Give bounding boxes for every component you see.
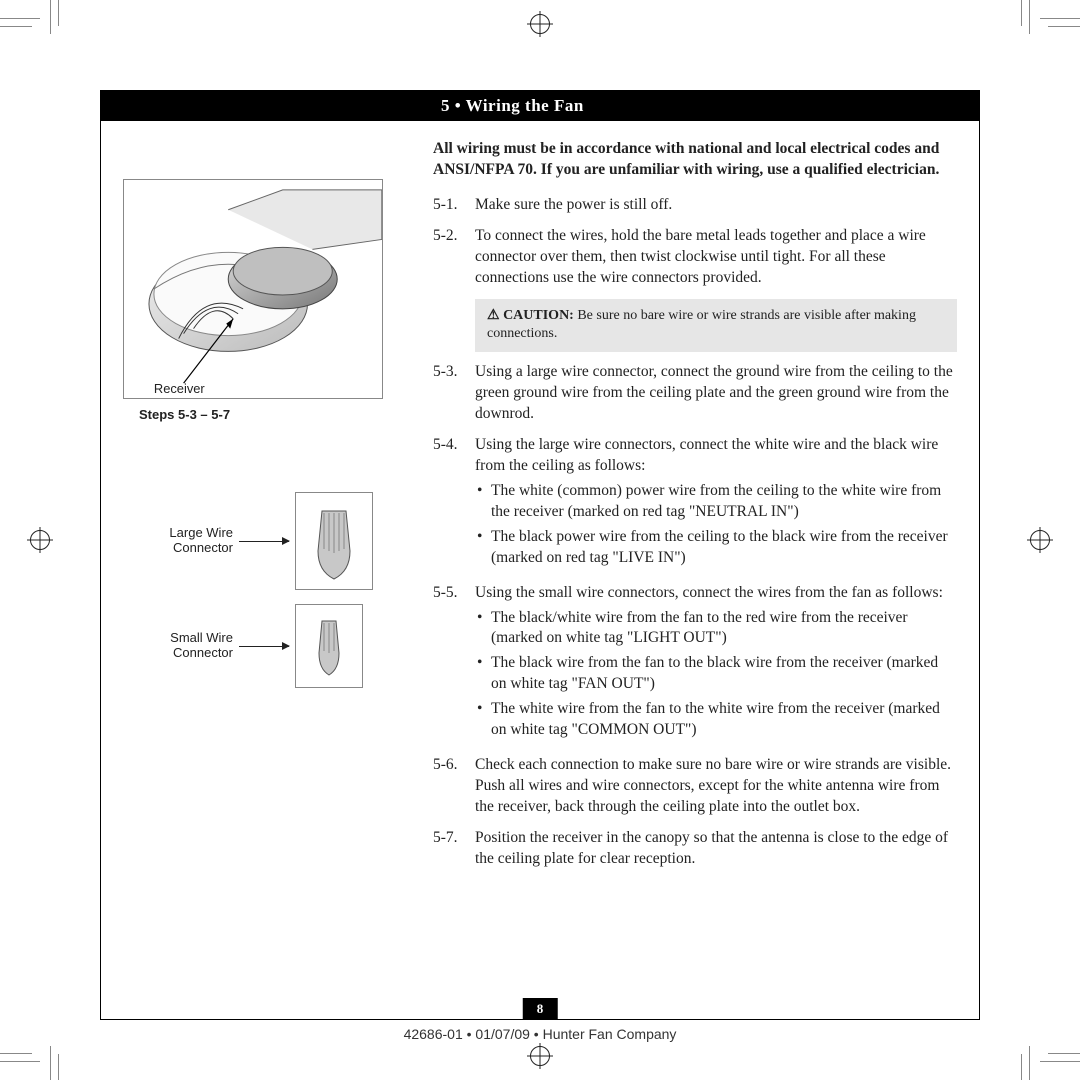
registration-mark-icon [530,1046,550,1066]
step-text: Make sure the power is still off. [475,195,957,216]
crop-mark [1029,1046,1030,1080]
crop-mark [0,26,32,27]
crop-mark [58,0,59,26]
bullet: The black wire from the fan to the black… [475,653,957,695]
intro-text: All wiring must be in accordance with na… [433,139,957,181]
step-text: Using a large wire connector, connect th… [475,362,957,425]
large-connector-label: Large Wire Connector [123,526,233,556]
step-5-5: 5-5. Using the small wire connectors, co… [433,583,957,745]
crop-mark [1040,1061,1080,1062]
content-area: Receiver Steps 5-3 – 5-7 Large Wire Conn… [101,121,979,1019]
step-text: Check each connection to make sure no ba… [475,755,957,818]
crop-mark [50,1046,51,1080]
crop-mark [1021,0,1022,26]
bullet: The white (common) power wire from the c… [475,481,957,523]
crop-mark [1021,1054,1022,1080]
small-connector-icon [295,604,363,688]
sub-bullets: The white (common) power wire from the c… [475,481,957,569]
step-text: To connect the wires, hold the bare meta… [475,226,957,289]
step-number: 5-7. [433,828,475,870]
step-number: 5-4. [433,435,475,573]
page-number: 8 [523,998,558,1020]
crop-mark [50,0,51,34]
arrow-icon [239,646,289,647]
footer-text: 42686-01 • 01/07/09 • Hunter Fan Company [0,1026,1080,1042]
small-connector-label: Small Wire Connector [123,631,233,661]
crop-mark [0,18,40,19]
arrow-icon [239,541,289,542]
section-title: 5 • Wiring the Fan [441,96,584,116]
registration-mark-icon [530,14,550,34]
bullet: The black/white wire from the fan to the… [475,608,957,650]
step-number: 5-1. [433,195,475,216]
bullet: The white wire from the fan to the white… [475,699,957,741]
receiver-diagram-icon: Receiver [124,180,382,398]
registration-mark-icon [30,530,50,550]
step-number: 5-3. [433,362,475,425]
step-5-1: 5-1. Make sure the power is still off. [433,195,957,216]
step-5-4: 5-4. Using the large wire connectors, co… [433,435,957,573]
caution-callout: ⚠ CAUTION: Be sure no bare wire or wire … [475,299,957,353]
large-connector-row: Large Wire Connector [123,492,423,590]
crop-mark [1040,18,1080,19]
large-connector-icon [295,492,373,590]
warning-icon: ⚠ [487,308,500,323]
crop-mark [1048,1053,1080,1054]
figure-connectors: Large Wire Connector Sm [123,492,423,688]
step-text: Using the large wire connectors, connect… [475,436,938,474]
figure-caption: Steps 5-3 – 5-7 [123,407,423,422]
step-number: 5-5. [433,583,475,745]
step-text: Position the receiver in the canopy so t… [475,828,957,870]
step-5-3: 5-3. Using a large wire connector, conne… [433,362,957,425]
steps-list: 5-1. Make sure the power is still off. 5… [433,195,957,289]
section-header: 5 • Wiring the Fan [101,91,979,121]
steps-list-cont: 5-3. Using a large wire connector, conne… [433,362,957,869]
step-5-2: 5-2. To connect the wires, hold the bare… [433,226,957,289]
step-5-6: 5-6. Check each connection to make sure … [433,755,957,818]
crop-mark [1029,0,1030,34]
page-frame: 5 • Wiring the Fan [100,90,980,1020]
instructions-column: All wiring must be in accordance with na… [423,139,957,1009]
small-connector-row: Small Wire Connector [123,604,423,688]
figures-column: Receiver Steps 5-3 – 5-7 Large Wire Conn… [123,139,423,1009]
sub-bullets: The black/white wire from the fan to the… [475,608,957,742]
crop-mark [0,1061,40,1062]
crop-mark [0,1053,32,1054]
crop-mark [1048,26,1080,27]
svg-text:Receiver: Receiver [154,381,206,396]
registration-mark-icon [1030,530,1050,550]
caution-label: CAUTION: [503,308,574,323]
step-text: Using the small wire connectors, connect… [475,584,943,601]
step-number: 5-6. [433,755,475,818]
crop-mark [58,1054,59,1080]
figure-receiver: Receiver [123,179,383,399]
step-5-7: 5-7. Position the receiver in the canopy… [433,828,957,870]
step-number: 5-2. [433,226,475,289]
bullet: The black power wire from the ceiling to… [475,527,957,569]
